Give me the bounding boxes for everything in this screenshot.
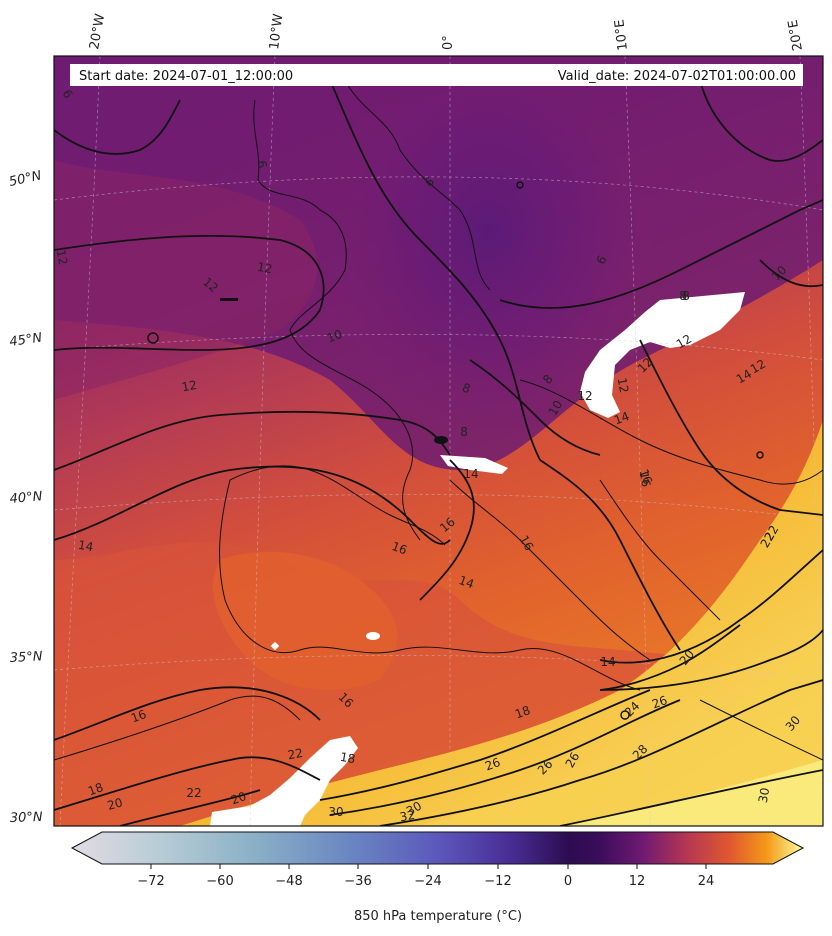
longitude-labels: 20°W 10°W 0° 10°E 20°E <box>87 13 806 52</box>
contour-label: 22 <box>762 523 782 543</box>
colorbar-ticks: −72 −60 −48 −36 −24 −12 0 12 24 <box>137 864 714 889</box>
contour-label: 22 <box>758 530 778 550</box>
colorbar-tick-label: −36 <box>344 874 371 889</box>
colorbar-bar <box>70 831 805 865</box>
lat-label-45n: 45°N <box>8 331 43 350</box>
contour-label: 30 <box>404 799 424 819</box>
lon-label-10w: 10°W <box>267 13 286 51</box>
latitude-labels: 50°N 45°N 40°N 35°N 30°N <box>8 168 44 826</box>
contour-label: 10 <box>546 398 566 418</box>
contour-label: 16 <box>637 471 653 488</box>
contour-label: 16 <box>637 467 655 486</box>
contour-label: 6 <box>254 159 269 169</box>
contour-label: 20 <box>229 789 248 807</box>
colorbar-tick-label: 0 <box>564 874 572 889</box>
lat-label-40n: 40°N <box>9 489 43 507</box>
date-header: Start date: 2024-07-01_12:00:00 Valid_da… <box>70 64 803 86</box>
lon-label-10e: 10°E <box>612 18 631 51</box>
contour-label: 18 <box>86 780 105 798</box>
contour-label: 22 <box>287 746 304 762</box>
lat-label-30n: 30°N <box>10 810 44 826</box>
contour-label: 14 <box>734 367 754 387</box>
contour-label: 16 <box>517 533 537 553</box>
colorbar-tick-label: −72 <box>137 874 164 889</box>
colorbar: −72 −60 −48 −36 −24 −12 0 12 24 850 hPa temperat… <box>70 831 805 924</box>
contour-label: 32 <box>399 808 416 824</box>
contour-label: 26 <box>650 693 669 711</box>
contour-label: 8 <box>682 289 690 303</box>
contour-label: 22 <box>186 786 201 800</box>
contour-label: 12 <box>256 260 273 276</box>
contour-label: 16 <box>129 707 148 725</box>
contour-label: 14 <box>600 655 615 669</box>
contour-label: 12 <box>615 377 631 394</box>
contour-label: 8 <box>679 289 687 303</box>
contour-label: 16 <box>390 539 409 557</box>
contour-label: 14 <box>463 467 478 481</box>
contour-label: 10 <box>325 327 344 345</box>
colorbar-tick-label: 24 <box>698 874 715 889</box>
lon-label-0: 0° <box>441 35 456 50</box>
colorbar-tick-label: −48 <box>275 874 302 889</box>
lat-label-35n: 35°N <box>9 649 43 666</box>
valid-date-label: Valid_date: 2024-07-02T01:00:00.00 <box>558 69 796 84</box>
header-background <box>70 64 803 86</box>
lon-label-20w: 20°W <box>87 13 108 51</box>
lon-label-20e: 20°E <box>786 19 806 52</box>
contour-label: 30 <box>756 787 772 804</box>
contour-label: 26 <box>563 750 583 770</box>
contour-label: 20 <box>106 795 124 812</box>
contour-label: 30 <box>328 805 343 819</box>
contour-label: 14 <box>457 573 476 591</box>
contour-label: 26 <box>483 755 502 773</box>
contour-label: 12 <box>577 389 592 403</box>
colorbar-label: 850 hPa temperature (°C) <box>354 909 522 924</box>
contour-label: 12 <box>54 249 70 266</box>
contour-label: 8 <box>460 425 468 439</box>
contour-label: 14 <box>77 538 94 554</box>
contour-label: 8 <box>460 380 472 396</box>
contour-label: 12 <box>181 378 198 394</box>
contour-label: 18 <box>339 750 356 766</box>
colorbar-tick-label: −60 <box>206 874 233 889</box>
colorbar-tick-label: 12 <box>629 874 646 889</box>
lat-label-50n: 50°N <box>8 168 43 190</box>
contour-label: 12 <box>748 357 768 377</box>
contour-label: 14 <box>612 409 631 427</box>
contour-label: 12 <box>674 332 694 352</box>
map-frame <box>53 55 824 827</box>
contour-label: 18 <box>513 703 532 721</box>
start-date-label: Start date: 2024-07-01_12:00:00 <box>79 69 293 84</box>
colorbar-tick-label: −24 <box>414 874 441 889</box>
colorbar-tick-label: −12 <box>484 874 511 889</box>
